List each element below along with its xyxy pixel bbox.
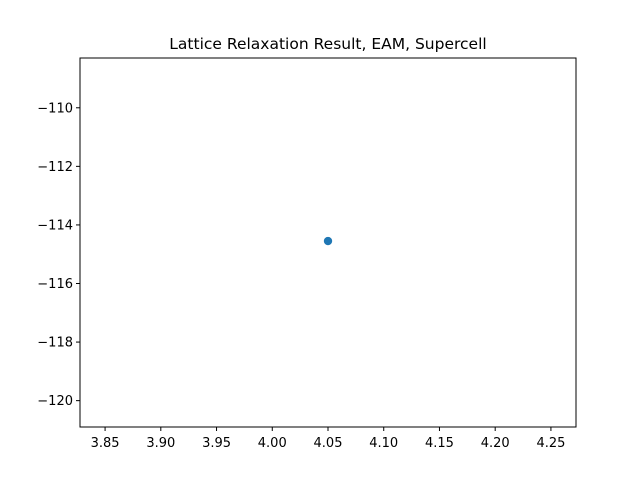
data-points [323, 236, 333, 246]
y-tick-label: −112 [37, 160, 73, 175]
x-tick-label: 3.85 [91, 436, 120, 451]
y-tick-label: −114 [37, 218, 73, 233]
x-tick-label: 4.20 [481, 436, 510, 451]
x-tick-label: 4.10 [369, 436, 398, 451]
plot-frame [79, 57, 577, 428]
y-tick-label: −118 [37, 336, 73, 351]
y-axis: −110 −112 −114 −116 −118 −120 [37, 101, 80, 409]
x-tick-label: 4.00 [258, 436, 287, 451]
x-axis: 3.85 3.90 3.95 4.00 4.05 4.10 4.15 4.20 4.25 [91, 427, 565, 451]
y-tick-label: −120 [37, 394, 73, 409]
x-tick-label: 3.95 [202, 436, 231, 451]
chart-title: Lattice Relaxation Result, EAM, Supercel… [169, 35, 486, 53]
x-tick-label: 4.25 [536, 436, 565, 451]
x-tick-label: 4.15 [425, 436, 454, 451]
y-tick-label: −110 [37, 101, 73, 116]
x-tick-label: 4.05 [314, 436, 343, 451]
data-point [323, 236, 333, 246]
y-tick-label: −116 [37, 277, 73, 292]
x-tick-label: 3.90 [146, 436, 175, 451]
